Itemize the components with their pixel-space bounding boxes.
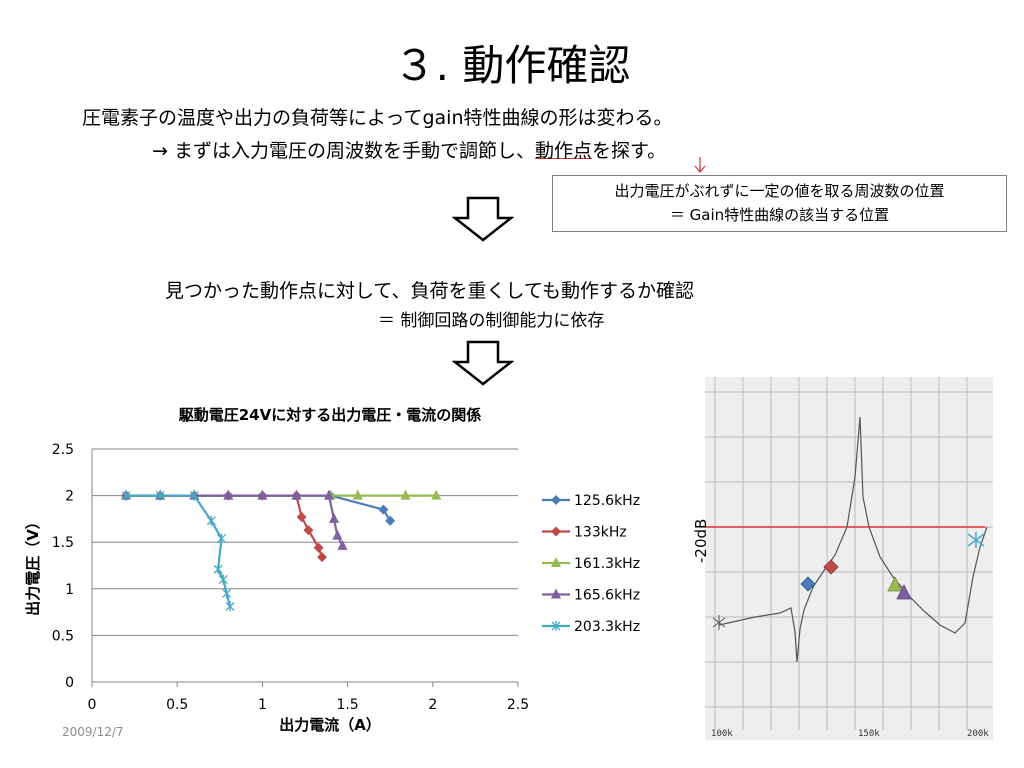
- data-point-4: [121, 490, 131, 501]
- y-tick-label: 0: [65, 675, 74, 691]
- data-point-2: [431, 489, 442, 500]
- x-tick-label: 2.5: [507, 697, 529, 713]
- data-point-4: [206, 515, 216, 526]
- y-tick-label: 1: [65, 582, 74, 598]
- scan-grid: [705, 377, 993, 730]
- data-point-3: [257, 489, 268, 500]
- gain-curve: [718, 416, 988, 663]
- legend-marker-4: [551, 621, 561, 631]
- series-line-3: [126, 494, 344, 547]
- x-tick-label: 0.5: [166, 697, 188, 713]
- slide-title: ３. 動作確認: [393, 41, 631, 90]
- marker-203kHz: [967, 532, 985, 548]
- x-tick-label: 1: [258, 697, 267, 713]
- data-point-4: [189, 490, 199, 501]
- scan-background: [705, 377, 993, 740]
- data-point-4: [218, 574, 228, 585]
- callout-pointer-icon: [694, 157, 706, 173]
- step-line-suffix: を探す。: [591, 140, 667, 162]
- x-tick-label: 0: [88, 697, 97, 713]
- slide-date: 2009/12/7: [62, 725, 124, 739]
- y-tick-label: 2: [65, 489, 74, 505]
- intro-line: 圧電素子の温度や出力の負荷等によってgain特性曲線の形は変わる。: [82, 107, 673, 129]
- y-tick-label: 2.5: [52, 442, 74, 458]
- step-line: → まずは入力電圧の周波数を手動で調節し、動作点を探す。: [152, 136, 666, 163]
- series-line-4: [126, 494, 232, 607]
- x-axis-title: 出力電流（A）: [279, 716, 381, 734]
- series-line-1: [126, 494, 324, 558]
- data-point-4: [217, 533, 226, 544]
- data-point-1: [317, 552, 328, 563]
- data-point-4: [222, 588, 232, 599]
- db-label: -20dB: [692, 519, 710, 563]
- data-point-2: [400, 489, 411, 500]
- data-point-1: [296, 512, 307, 523]
- legend-label-0: 125.6kHz: [574, 493, 640, 509]
- scan-x-label-200k: 200k: [967, 729, 989, 739]
- result-line-2: ＝ 制御回路の制御能力に依存: [378, 311, 605, 331]
- x-tick-label: 1.5: [336, 697, 358, 713]
- data-point-3: [332, 529, 343, 540]
- down-arrow-icon: [452, 196, 514, 242]
- marker-125kHz: [800, 576, 816, 592]
- gain-curve-scan: 100k 150k 200k: [705, 377, 993, 740]
- data-point-4: [155, 490, 165, 501]
- legend-label-3: 165.6kHz: [574, 588, 640, 604]
- x-tick-label: 2: [428, 697, 437, 713]
- operating-point-text: 動作点: [534, 140, 592, 162]
- callout-line-2: ＝ Gain特性曲線の該当する位置: [669, 206, 890, 224]
- data-point-0: [385, 515, 396, 526]
- data-point-3: [291, 489, 302, 500]
- marker-161kHz: [887, 576, 903, 592]
- data-point-1: [313, 542, 324, 553]
- step-line-prefix: → まずは入力電圧の周波数を手動で調節し、: [152, 140, 535, 162]
- data-point-0: [378, 504, 389, 515]
- db-label-text: -20dB: [692, 519, 710, 563]
- scatter-chart: 駆動電圧24Vに対する出力電圧・電流の関係 0 0.5 1 1.5 2 2.5 0 0.5 1 1.…: [24, 406, 640, 734]
- data-point-3: [323, 489, 334, 500]
- legend-label-1: 133kHz: [574, 525, 627, 541]
- scan-x-label-150k: 150k: [858, 729, 880, 739]
- y-axis-title: 出力電圧（V）: [24, 514, 42, 616]
- y-tick-label: 0.5: [52, 628, 74, 644]
- legend-marker-3: [551, 588, 561, 599]
- legend-marker-2: [551, 557, 561, 567]
- scan-x-label-100k: 100k: [711, 729, 733, 739]
- y-tick-label: 1.5: [52, 535, 74, 551]
- chart-title: 駆動電圧24Vに対する出力電圧・電流の関係: [179, 406, 482, 424]
- marker-133kHz: [823, 559, 839, 575]
- data-point-3: [223, 489, 234, 500]
- legend-marker-1: [551, 526, 561, 537]
- marker-165kHz: [896, 584, 912, 600]
- callout-box: 出力電圧がぶれずに一定の値を取る周波数の位置 ＝ Gain特性曲線の該当する位置: [552, 175, 1007, 232]
- data-point-1: [303, 525, 314, 536]
- callout-line-1: 出力電圧がぶれずに一定の値を取る周波数の位置: [614, 182, 945, 200]
- legend-label-2: 161.3kHz: [574, 556, 640, 572]
- data-point-4: [213, 564, 223, 575]
- scan-start-mark: [712, 615, 726, 630]
- data-point-2: [352, 489, 363, 500]
- data-point-3: [328, 512, 339, 523]
- data-point-3: [337, 539, 348, 550]
- data-point-4: [225, 601, 235, 612]
- result-line: 見つかった動作点に対して、負荷を重くしても動作するか確認: [165, 280, 694, 302]
- down-arrow-icon-2: [452, 340, 514, 386]
- legend-label-4: 203.3kHz: [574, 619, 640, 635]
- legend-marker-0: [551, 495, 561, 505]
